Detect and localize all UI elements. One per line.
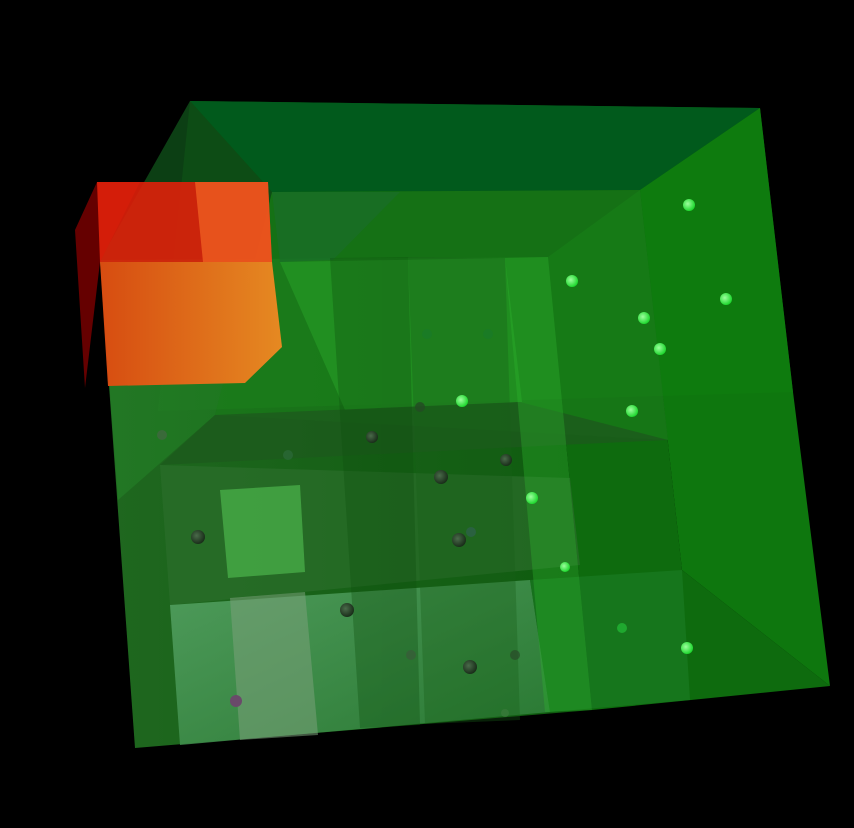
- sphere[interactable]: [340, 603, 354, 617]
- sphere[interactable]: [466, 527, 476, 537]
- sphere[interactable]: [720, 293, 732, 305]
- inner-box-lower-highlight: [220, 485, 305, 578]
- sphere[interactable]: [638, 312, 650, 324]
- sphere[interactable]: [483, 329, 493, 339]
- inner-box-lower: [160, 402, 690, 745]
- inner-box-upper: [215, 190, 668, 440]
- sphere[interactable]: [422, 329, 432, 339]
- highlight-box-left-face: [75, 182, 140, 388]
- sphere[interactable]: [654, 343, 666, 355]
- sphere[interactable]: [230, 695, 242, 707]
- sphere[interactable]: [526, 492, 538, 504]
- sphere[interactable]: [500, 454, 512, 466]
- inner-box-upper-top: [272, 192, 400, 262]
- highlight-box-front-face: [100, 262, 282, 386]
- spheres: [157, 199, 732, 717]
- sphere[interactable]: [510, 650, 520, 660]
- sphere[interactable]: [501, 709, 509, 717]
- sphere[interactable]: [406, 650, 416, 660]
- sphere[interactable]: [366, 431, 378, 443]
- sphere[interactable]: [415, 402, 425, 412]
- sphere[interactable]: [456, 395, 468, 407]
- sphere[interactable]: [617, 623, 627, 633]
- sphere[interactable]: [157, 430, 167, 440]
- sphere[interactable]: [626, 405, 638, 417]
- inner-box-lower-side: [530, 570, 690, 712]
- sphere[interactable]: [434, 470, 448, 484]
- highlight-box-top-right: [195, 182, 272, 262]
- plane-c: [505, 257, 592, 712]
- sphere[interactable]: [683, 199, 695, 211]
- sphere[interactable]: [560, 562, 570, 572]
- outer-box-top-face: [190, 101, 760, 192]
- grid-planes: [330, 257, 592, 728]
- sphere[interactable]: [681, 642, 693, 654]
- inner-box-lower-top: [160, 402, 668, 465]
- sphere[interactable]: [566, 275, 578, 287]
- highlight-box: [75, 182, 282, 388]
- plane-b: [408, 257, 520, 724]
- sphere[interactable]: [191, 530, 205, 544]
- inner-box-lower-light-panel: [230, 592, 318, 740]
- sphere[interactable]: [463, 660, 477, 674]
- sphere[interactable]: [452, 533, 466, 547]
- inner-box-upper-front: [280, 258, 522, 410]
- sphere[interactable]: [283, 450, 293, 460]
- outer-box-right-face: [640, 108, 830, 686]
